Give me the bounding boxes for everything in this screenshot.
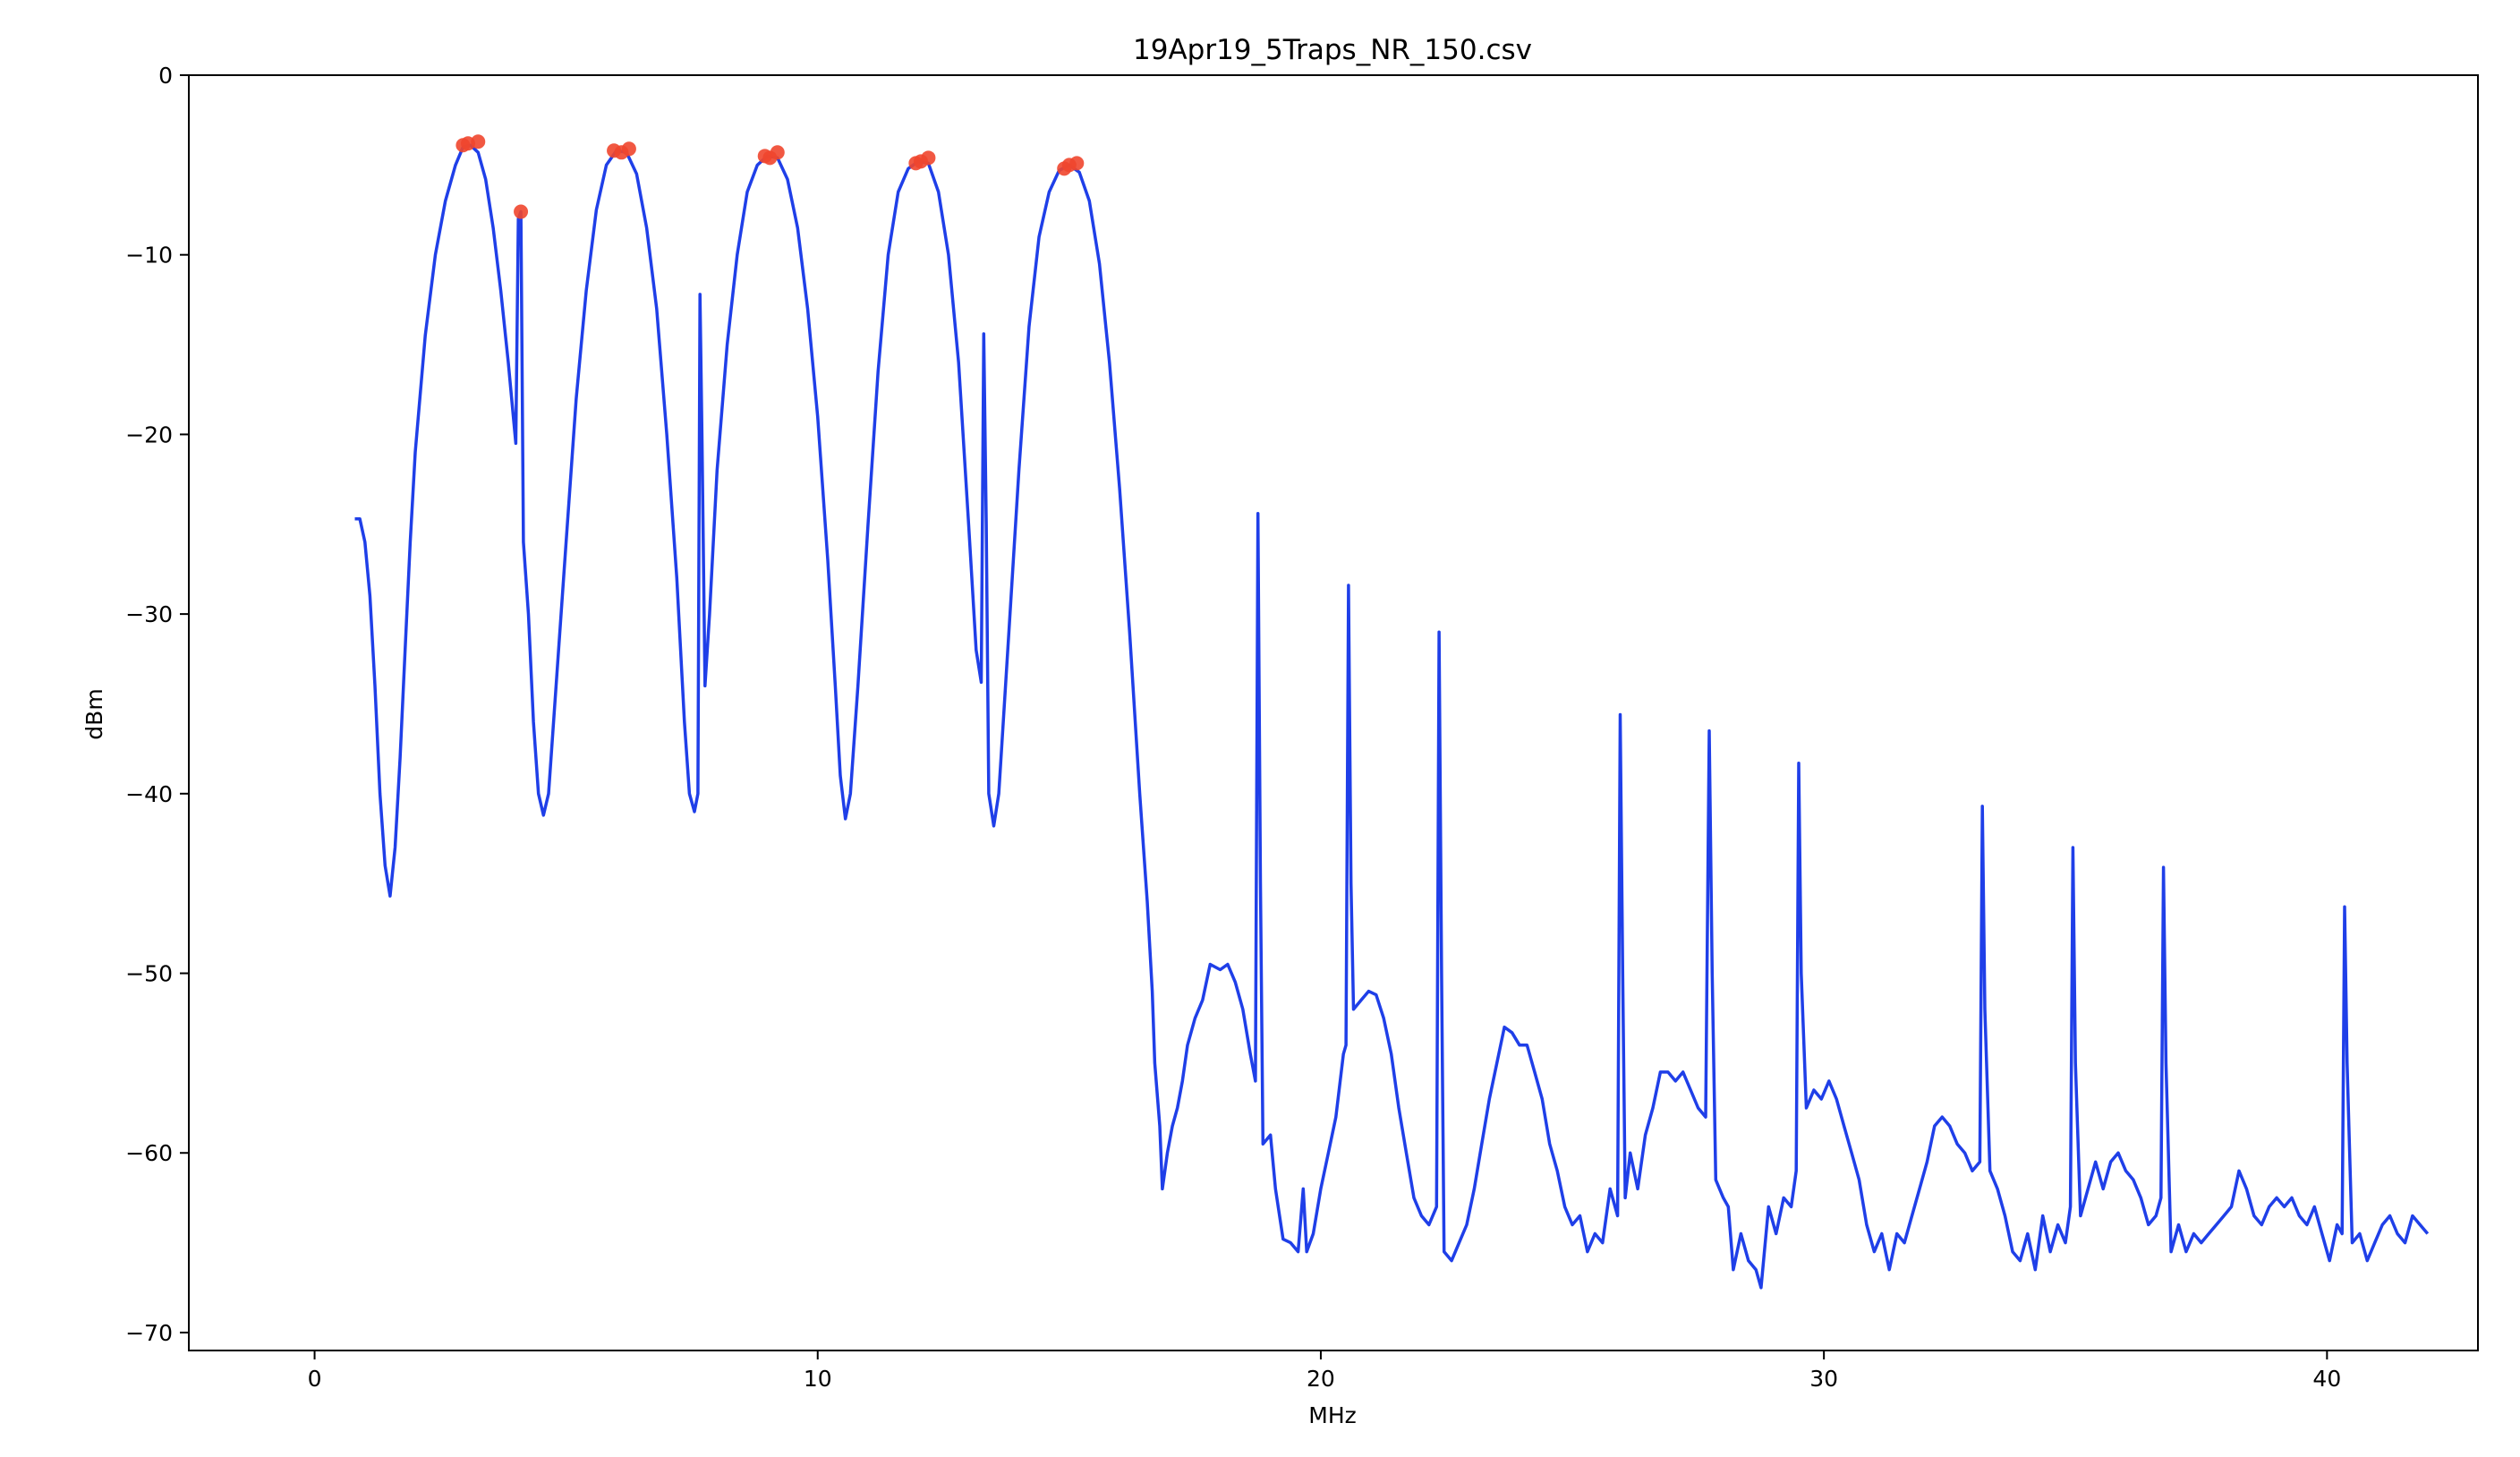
- y-tick-label: −50: [125, 961, 173, 987]
- x-axis-label: MHz: [1308, 1402, 1357, 1428]
- spectrum-line: [354, 143, 2430, 1290]
- x-axis-ticks: 0 10 20 30 40: [308, 1350, 2341, 1392]
- peak-marker: [921, 150, 936, 166]
- axes-frame: [188, 74, 2479, 1351]
- y-tick-label: −10: [125, 243, 173, 268]
- peak-marker: [1069, 156, 1085, 171]
- x-tick-label: 20: [1307, 1366, 1335, 1392]
- y-tick-label: −30: [125, 601, 173, 627]
- y-tick-label: 0: [158, 63, 173, 89]
- peak-marker: [471, 134, 486, 149]
- y-tick-label: −70: [125, 1320, 173, 1346]
- y-tick-label: −60: [125, 1140, 173, 1166]
- y-axis-label: dBm: [81, 688, 107, 739]
- x-tick-label: 0: [308, 1366, 322, 1392]
- peak-marker: [514, 204, 529, 219]
- peak-marker: [621, 141, 636, 157]
- chart-title: 19Apr19_5Traps_NR_150.csv: [1133, 34, 1532, 66]
- peak-marker: [770, 145, 785, 160]
- x-tick-label: 40: [2312, 1366, 2341, 1392]
- y-tick-label: −20: [125, 422, 173, 447]
- y-tick-label: −40: [125, 781, 173, 807]
- x-tick-label: 30: [1809, 1366, 1838, 1392]
- plot-area: [354, 134, 2430, 1290]
- x-tick-label: 10: [804, 1366, 832, 1392]
- y-axis-ticks: 0 −10 −20 −30 −40 −50 −60 −70: [125, 63, 189, 1346]
